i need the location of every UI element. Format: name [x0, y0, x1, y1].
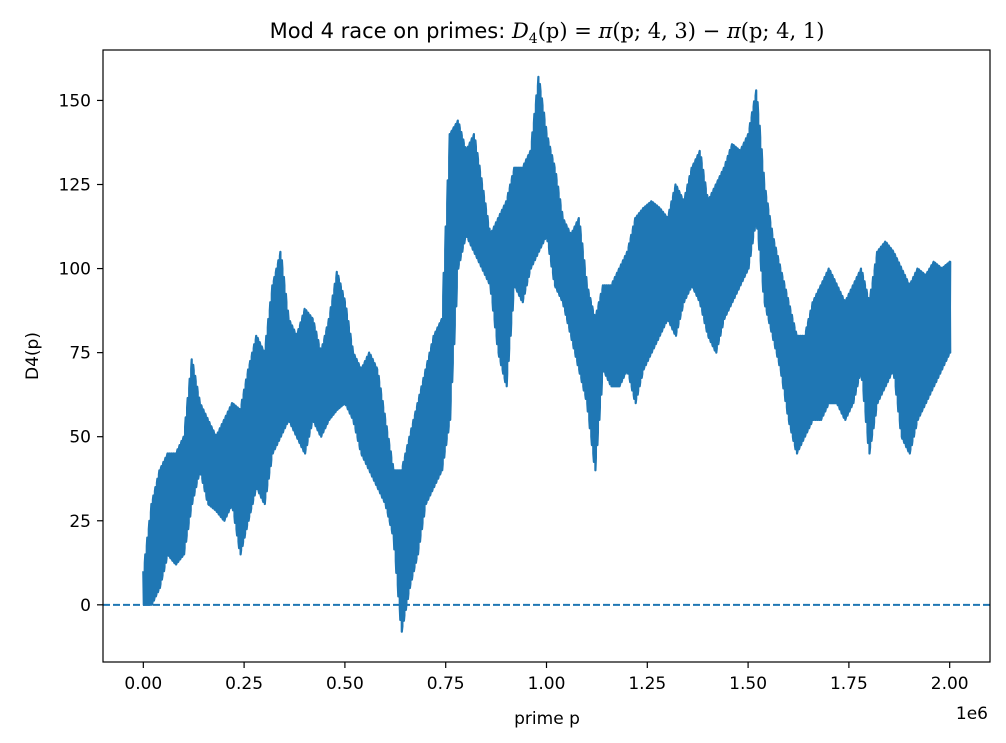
y-axis-ticks: 0 25 50 75 100 125 150: [59, 91, 103, 616]
chart-title-minus: −: [696, 19, 727, 43]
x-tick-label: 0.00: [124, 674, 162, 694]
x-axis-label: prime p: [514, 709, 580, 729]
x-tick-label: 2.00: [931, 674, 969, 694]
chart-title-arg-2: (p; 4, 1): [741, 19, 825, 43]
chart-title-pi-2: π: [726, 19, 742, 43]
chart-title: Mod 4 race on primes: D4(p) = π(p; 4, 3)…: [270, 19, 825, 47]
x-tick-label: 1.75: [830, 674, 868, 694]
x-tick-label: 0.50: [326, 674, 364, 694]
axes-frame: [102, 49, 991, 663]
chart-title-arg-1: (p; 4, 3): [612, 19, 696, 43]
series-line-0: [142, 75, 952, 633]
x-tick-label: 0.25: [225, 674, 263, 694]
chart-title-lhs-arg: (p): [538, 19, 568, 43]
y-axis-label: D4(p): [23, 332, 43, 380]
y-tick-label: 150: [59, 91, 91, 111]
chart-title-prefix: Mod 4 race on primes:: [270, 19, 512, 43]
y-tick-label: 75: [69, 344, 91, 364]
y-tick-label: 0: [80, 596, 91, 616]
chart-title-pi-1: π: [598, 19, 614, 43]
chart-title-equals: =: [568, 19, 599, 43]
y-tick-label: 50: [69, 428, 91, 448]
x-axis-ticks: 0.00 0.25 0.50 0.75 1.00 1.25 1.50 1.75 2.00: [124, 662, 969, 694]
chart-title-d: D: [511, 19, 529, 43]
x-axis-offset-label: 1e6: [956, 704, 988, 724]
x-tick-label: 1.00: [528, 674, 566, 694]
x-tick-label: 1.25: [628, 674, 666, 694]
y-tick-label: 25: [69, 512, 91, 532]
x-tick-label: 1.50: [729, 674, 767, 694]
y-tick-label: 125: [59, 176, 91, 196]
x-tick-label: 0.75: [427, 674, 465, 694]
chart-title-subscript: 4: [529, 31, 538, 47]
y-tick-label: 100: [59, 260, 91, 280]
plot-area: [103, 75, 990, 633]
